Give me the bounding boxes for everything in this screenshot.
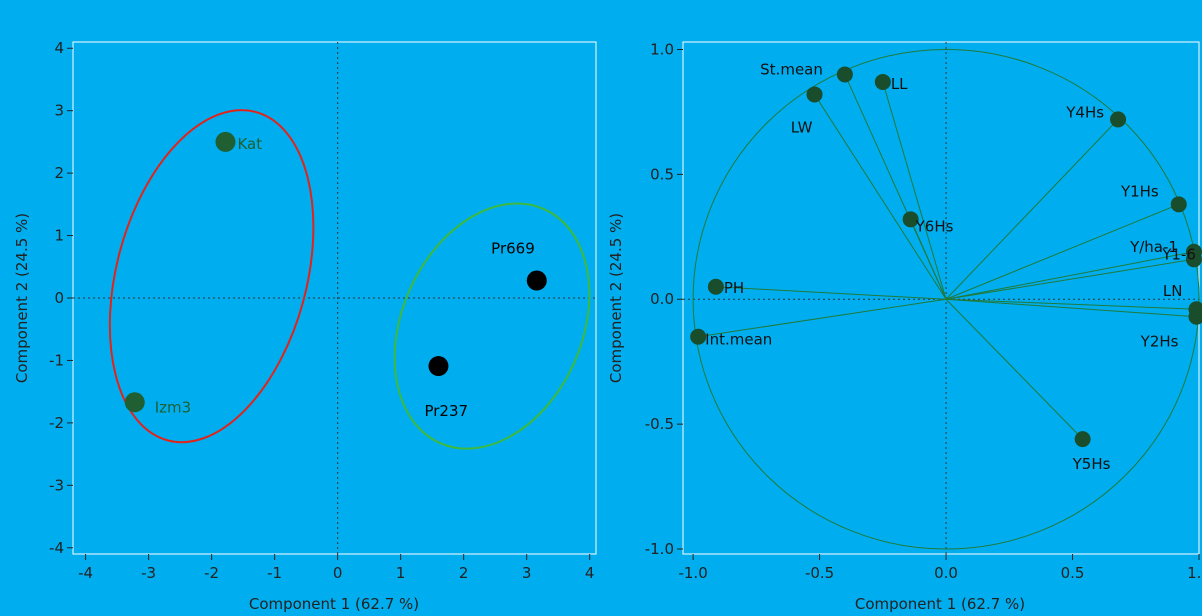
loading-point-label: LL (891, 75, 908, 93)
x-tick-label: -0.5 (805, 564, 834, 582)
loading-vector (945, 203, 1179, 300)
y-tick-label: 3 (54, 102, 64, 120)
loading-point (836, 66, 853, 83)
loading-vector (910, 219, 947, 300)
x-axis-ticks-loadings: -1.0 -0.5 0.0 0.5 1.0 (678, 554, 1202, 582)
x-axis-label-scores: Component 1 (62.7 %) (249, 595, 419, 613)
loading-point-label: Y1Hs (1120, 182, 1159, 200)
loading-vector (882, 81, 947, 300)
score-point-label: Izm3 (155, 398, 191, 416)
loading-point (1170, 196, 1187, 213)
y-axis-ticks-loadings: -1.0 -0.5 0.0 0.5 1.0 (645, 40, 683, 558)
loading-vectors (698, 74, 1197, 440)
y-tick-label: -0.5 (645, 415, 674, 433)
loading-vector (946, 298, 1197, 310)
loading-point (1110, 111, 1127, 128)
y-tick-label: -1 (49, 351, 64, 369)
loading-point (690, 328, 707, 345)
loading-plot: -1.0 -0.5 0.0 0.5 1.0 -1.0 -0.5 0.0 0.5 1.0 St.m… (607, 40, 1202, 613)
group-ellipse (108, 109, 315, 444)
y-tick-label: -2 (49, 414, 64, 432)
x-tick-label: 3 (522, 564, 532, 582)
loading-points: St.mean LL LW Y4Hs Y1Hs Y6Hs Y/ha-1Y1-6 PH LN Y2H… (690, 60, 1202, 473)
y-tick-label: -3 (49, 476, 64, 494)
loading-point-label: St.mean (760, 60, 823, 78)
y-tick-label: -1.0 (645, 540, 674, 558)
y-tick-label: 4 (54, 39, 64, 57)
y-axis-label-loadings: Component 2 (24.5 %) (607, 213, 625, 383)
score-point-label: Kat (237, 135, 262, 153)
y-tick-label: 1 (54, 227, 64, 245)
loading-point (1185, 251, 1202, 268)
x-tick-label: -4 (78, 564, 93, 582)
loading-point-label: Y5Hs (1072, 455, 1111, 473)
y-axis-ticks-scores: -4 -3 -2 -1 0 1 2 3 4 (49, 39, 73, 557)
score-point (526, 270, 547, 291)
y-tick-label: 0 (54, 289, 64, 307)
loading-vector (945, 119, 1119, 300)
loading-point-label: Y6Hs (915, 217, 954, 235)
unit-circle-outline (692, 48, 1200, 550)
loading-vector (715, 286, 947, 300)
y-tick-label: 1.0 (650, 40, 674, 58)
loading-vector (814, 94, 947, 300)
x-axis-label-loadings: Component 1 (62.7 %) (855, 595, 1025, 613)
x-tick-label: 0.5 (1061, 564, 1085, 582)
loading-point (806, 86, 823, 103)
score-point (124, 392, 145, 413)
score-point (215, 131, 236, 152)
loading-vector (698, 298, 947, 338)
score-plot: -4 -3 -2 -1 0 1 2 3 4 -4 -3 -2 -1 0 1 2 3 4 Kat Izm3 Pr669… (13, 39, 597, 613)
loading-vector (945, 258, 1195, 300)
score-point-label: Pr237 (424, 402, 468, 420)
y-tick-label: 0.5 (650, 165, 674, 183)
x-tick-label: 2 (459, 564, 469, 582)
x-tick-label: -1.0 (678, 564, 707, 582)
x-tick-label: 1 (396, 564, 406, 582)
loading-point-label: Y4Hs (1065, 103, 1104, 121)
loading-point (902, 211, 919, 228)
x-tick-label: -3 (141, 564, 156, 582)
loading-point (874, 73, 891, 90)
x-tick-label: -2 (204, 564, 219, 582)
loading-point (1074, 431, 1091, 448)
loading-point-label: Y1-6 (1161, 245, 1196, 263)
x-tick-label: 0 (333, 564, 343, 582)
score-points: Kat Izm3 Pr669 Pr237 (124, 131, 547, 420)
unit-circle (692, 48, 1200, 550)
x-axis-ticks-scores: -4 -3 -2 -1 0 1 2 3 4 (78, 554, 594, 582)
score-point (428, 356, 449, 377)
loading-point-label: PH (724, 279, 744, 297)
y-tick-label: 2 (54, 164, 64, 182)
loading-point-label: Y/ha-1 (1129, 238, 1178, 256)
y-tick-label: -4 (49, 539, 64, 557)
loading-point-label: LW (791, 118, 813, 136)
loading-vector (946, 298, 1197, 318)
group-ellipse (393, 202, 591, 450)
loading-point-label: Y2Hs (1140, 333, 1179, 351)
x-tick-label: -1 (267, 564, 282, 582)
group-ellipses (108, 109, 591, 450)
loading-point-label: LN (1163, 282, 1183, 300)
x-tick-label: 0.0 (934, 564, 958, 582)
loading-point (707, 278, 724, 295)
y-tick-label: 0.0 (650, 290, 674, 308)
x-tick-label: 4 (585, 564, 595, 582)
loading-vector (945, 251, 1195, 300)
loading-point-label: Int.mean (705, 331, 772, 349)
y-axis-label-scores: Component 2 (24.5 %) (13, 213, 31, 383)
loading-point (1188, 308, 1202, 325)
loading-vector (945, 298, 1084, 440)
zero-lines-scores (73, 42, 596, 554)
x-tick-label: 1.0 (1187, 564, 1202, 582)
score-point-label: Pr669 (491, 240, 535, 258)
